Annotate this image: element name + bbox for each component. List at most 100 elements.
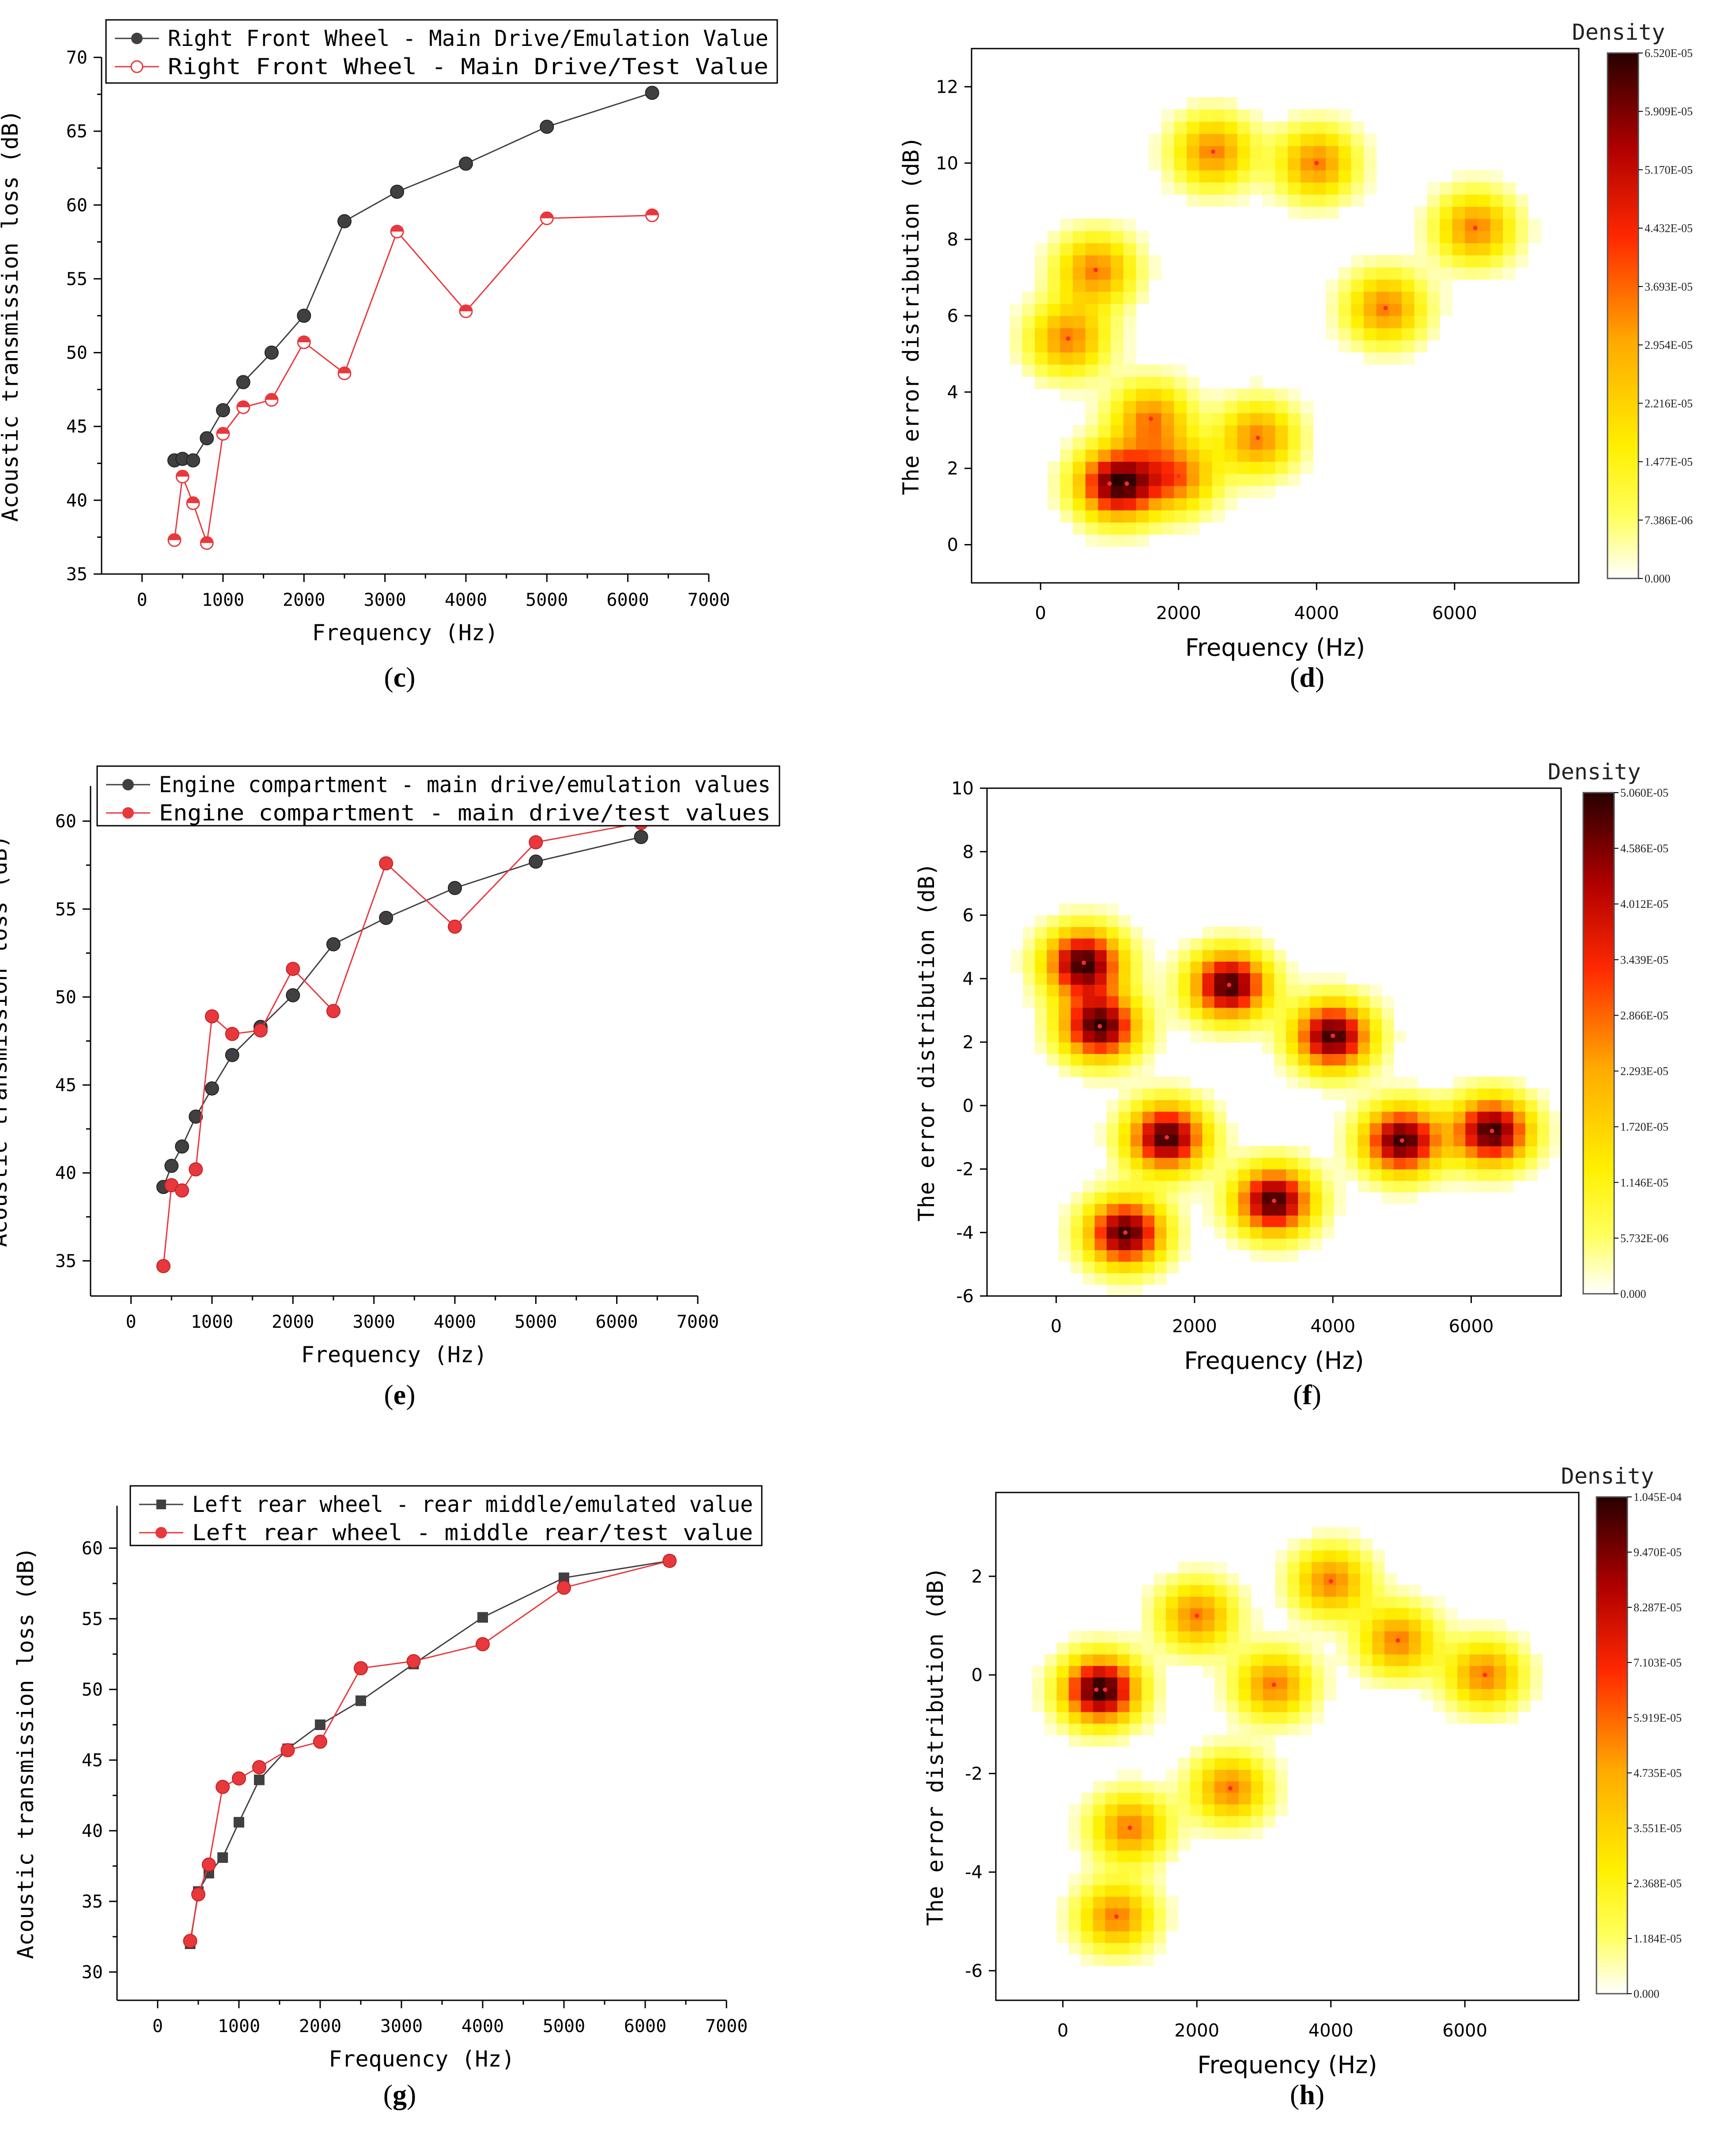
- density-cell: [1312, 1666, 1324, 1678]
- density-cell: [1503, 255, 1516, 268]
- density-cell: [1106, 1180, 1119, 1193]
- density-cell: [1250, 425, 1263, 438]
- density-cell: [1250, 949, 1263, 962]
- data-point: [1490, 1129, 1494, 1134]
- density-cell: [1477, 206, 1491, 219]
- density-cell: [1439, 243, 1453, 256]
- density-cell: [1073, 267, 1086, 280]
- density-cell: [1405, 1134, 1418, 1146]
- density-cell: [1405, 1100, 1418, 1112]
- density-cell: [1421, 1608, 1433, 1620]
- density-cell: [1300, 170, 1314, 183]
- density-cell: [1098, 364, 1111, 377]
- density-cell: [1299, 1689, 1312, 1701]
- density-cell: [1174, 401, 1187, 413]
- density-cell: [1346, 1077, 1358, 1089]
- density-cell: [1069, 1689, 1082, 1701]
- density-cell: [1199, 510, 1212, 523]
- density-cell: [1174, 146, 1187, 159]
- density-cell: [1310, 1030, 1323, 1043]
- density-cell: [1237, 158, 1250, 170]
- density-cell: [1489, 1169, 1502, 1181]
- density-cell: [1250, 926, 1263, 939]
- density-cell: [1166, 1146, 1179, 1158]
- density-cell: [1250, 146, 1263, 159]
- density-cell: [1098, 279, 1111, 292]
- density-cell: [1298, 1065, 1311, 1077]
- x-tick-label: 2000: [283, 590, 325, 610]
- density-cell: [1106, 903, 1119, 916]
- density-cell: [1537, 1123, 1550, 1135]
- density-cell: [1494, 1700, 1506, 1712]
- density-cell: [1154, 984, 1167, 997]
- density-cell: [1389, 303, 1402, 316]
- density-cell: [1081, 1942, 1093, 1955]
- density-cell: [1226, 1781, 1239, 1793]
- x-tick-label: 6000: [1432, 603, 1477, 623]
- density-cell: [1069, 1631, 1082, 1643]
- density-cell: [1251, 1734, 1263, 1747]
- density-cell: [1275, 194, 1288, 207]
- density-cell: [1275, 1666, 1288, 1678]
- density-cell: [1212, 498, 1225, 510]
- density-cell: [1142, 938, 1155, 950]
- density-cell: [1154, 1608, 1166, 1620]
- density-cell: [1251, 1769, 1263, 1782]
- density-cell: [1178, 938, 1191, 950]
- density-cell: [1251, 1608, 1263, 1620]
- density-cell: [1105, 1677, 1118, 1689]
- density-cell: [1093, 1654, 1106, 1666]
- y-tick-label: 2: [972, 1567, 983, 1587]
- density-cell: [1439, 303, 1453, 316]
- density-cell: [1336, 1538, 1349, 1551]
- density-cell: [1275, 121, 1288, 134]
- density-cell: [1190, 1746, 1203, 1758]
- density-cell: [1312, 1608, 1324, 1620]
- density-cell: [1322, 1007, 1335, 1020]
- density-cell: [1239, 1781, 1252, 1793]
- density-cell: [1073, 255, 1086, 268]
- density-cell: [1351, 170, 1364, 183]
- density-cell: [1136, 534, 1149, 547]
- density-cell: [1369, 1157, 1382, 1170]
- density-cell: [1098, 255, 1111, 268]
- density-cell: [1047, 291, 1061, 304]
- density-cell: [1224, 401, 1238, 413]
- density-cell: [1414, 219, 1427, 231]
- density-cell: [1262, 401, 1276, 413]
- density-cell: [1094, 1273, 1107, 1285]
- density-cell: [1433, 1631, 1446, 1643]
- density-cell: [1298, 973, 1311, 985]
- density-cell: [1190, 996, 1203, 1008]
- panel-label-letter: e: [393, 1379, 406, 1410]
- x-tick-label: 4000: [445, 590, 487, 610]
- density-cell: [1035, 1007, 1048, 1020]
- density-cell: [1118, 1030, 1131, 1043]
- density-cell: [1166, 1585, 1179, 1597]
- panel-label-letter: g: [393, 2079, 407, 2110]
- density-cell: [1214, 1111, 1227, 1123]
- density-cell: [1477, 1111, 1490, 1123]
- density-cell: [1348, 1654, 1361, 1666]
- density-cell: [1123, 401, 1137, 413]
- x-tick-label: 7000: [688, 590, 730, 610]
- density-cell: [1439, 219, 1453, 231]
- density-cell: [1226, 1758, 1239, 1770]
- y-tick-label: 10: [951, 778, 974, 799]
- x-tick-label: 0: [1051, 1316, 1062, 1337]
- density-cell: [1506, 1666, 1519, 1678]
- density-cell: [1250, 401, 1263, 413]
- density-cell: [1393, 1192, 1406, 1204]
- density-cell: [1226, 1585, 1239, 1597]
- density-cell: [1105, 1885, 1118, 1897]
- density-cell: [1405, 1146, 1418, 1158]
- density-cell: [1212, 449, 1225, 462]
- x-tick-label: 4000: [1309, 2021, 1354, 2041]
- density-cell: [1047, 1042, 1059, 1054]
- data-point: [1082, 960, 1086, 965]
- density-cell: [1214, 1157, 1227, 1170]
- density-cell: [1286, 1065, 1298, 1077]
- density-cell: [1287, 1700, 1300, 1712]
- density-cell: [1299, 1619, 1312, 1632]
- density-cell: [1226, 1123, 1239, 1135]
